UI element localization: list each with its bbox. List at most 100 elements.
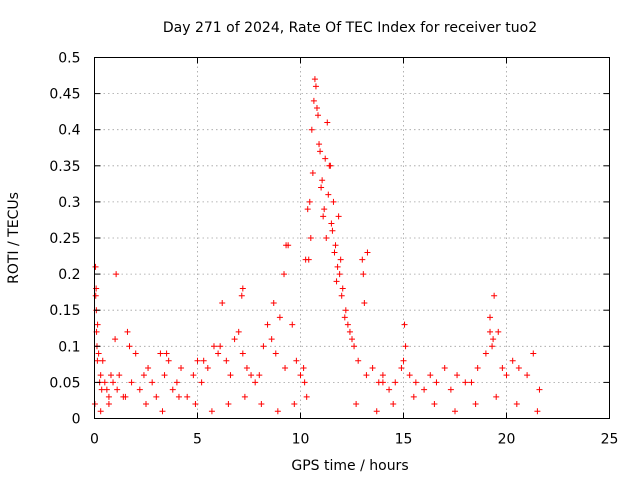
data-point [344,321,351,328]
data-point [355,357,362,364]
data-point [335,213,342,220]
y-tick-label: 0.1 [58,339,80,355]
data-point [330,198,337,205]
data-point [364,249,371,256]
data-point [274,408,281,415]
data-point [329,227,336,234]
data-point [373,408,380,415]
data-point [276,314,283,321]
data-point [493,393,500,400]
data-point [163,350,170,357]
data-point [509,357,516,364]
data-point [173,379,180,386]
data-point [431,401,438,408]
data-point [331,249,338,256]
data-point [313,105,320,112]
data-point [204,364,211,371]
data-point [239,285,246,292]
data-point [490,336,497,343]
data-point [339,285,346,292]
x-tick-label: 20 [498,432,516,448]
data-point [324,119,331,126]
data-point [231,336,238,343]
data-point [190,372,197,379]
data-point [412,379,419,386]
data-point [530,350,537,357]
data-point [353,401,360,408]
data-point [452,408,458,415]
y-tick-label: 0.15 [49,303,80,319]
y-tick-label: 0.05 [49,375,80,391]
data-point [325,191,332,198]
data-point [238,292,245,299]
data-point [116,372,123,379]
data-point [421,386,428,393]
data-point [447,386,454,393]
data-point [351,343,358,350]
data-point [128,379,135,386]
data-point [256,372,263,379]
data-point [194,357,201,364]
data-point [441,364,448,371]
x-tick-label: 15 [395,432,413,448]
data-point [462,379,469,386]
data-point [175,393,182,400]
data-point [243,364,250,371]
data-point [312,83,319,90]
data-point [474,364,481,371]
data-point [178,364,185,371]
data-point [235,328,242,335]
data-point [258,401,265,408]
x-tick-label: 25 [601,432,619,448]
data-point [153,393,160,400]
data-point [105,401,112,408]
data-point [112,336,119,343]
data-point [386,386,393,393]
data-point [107,372,114,379]
data-point [317,148,324,155]
data-point [337,256,344,263]
data-point [332,242,339,249]
data-point [400,357,407,364]
data-point [161,372,168,379]
data-point [311,76,318,83]
data-point [307,235,314,241]
data-point [143,401,149,408]
data-point [157,350,164,357]
data-point [390,401,397,408]
data-point [264,321,271,328]
data-point [315,112,322,119]
y-tick-label: 0.5 [58,51,80,67]
data-point [122,393,129,400]
y-tick-label: 0.2 [58,267,80,283]
data-point [310,97,317,104]
data-point [491,292,498,299]
data-point [210,343,217,350]
data-point [114,386,121,393]
data-point [103,386,110,393]
y-tick-label: 0 [72,412,81,428]
data-point [306,198,313,205]
data-point [99,357,106,364]
data-point [140,372,147,379]
data-point [94,357,101,364]
data-point [124,328,131,335]
data-point [489,343,496,350]
data-point [304,206,311,213]
data-point [281,271,288,278]
x-tick-label: 5 [193,432,202,448]
data-point [145,364,152,371]
data-point [334,263,341,270]
data-point [402,343,409,350]
data-point [101,379,108,386]
data-point [534,408,541,415]
data-point [406,372,413,379]
data-point [136,386,143,393]
data-point [105,393,112,400]
data-point [291,401,298,408]
data-point [333,278,340,285]
data-point [303,393,310,400]
data-point [268,336,275,343]
data-point [379,372,386,379]
